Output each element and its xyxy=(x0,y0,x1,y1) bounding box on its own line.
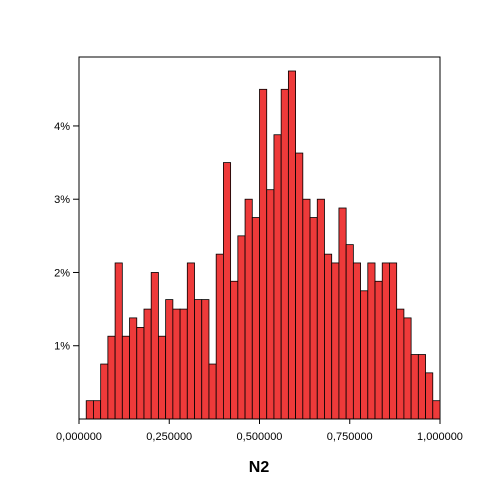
histogram-bar xyxy=(396,308,405,420)
histogram-bar xyxy=(309,217,318,420)
x-tick-label: 0,500000 xyxy=(237,431,283,443)
histogram-bar xyxy=(338,207,347,420)
histogram-bar xyxy=(432,400,441,420)
histogram-bar xyxy=(194,299,203,420)
histogram-bar xyxy=(381,262,390,420)
histogram-bar xyxy=(172,308,181,420)
y-tick-label: 2% xyxy=(54,267,70,279)
histogram-bar xyxy=(244,198,253,420)
y-tick-label: 4% xyxy=(54,121,70,133)
histogram-bar xyxy=(215,253,224,420)
histogram-bar xyxy=(85,400,94,420)
histogram-bars xyxy=(85,70,441,420)
histogram-bar xyxy=(201,299,210,420)
histogram-bar xyxy=(374,280,383,420)
histogram-bar xyxy=(331,262,340,420)
x-tick-label: 0,000000 xyxy=(56,431,102,443)
histogram-bar xyxy=(287,70,297,420)
histogram-bar xyxy=(280,88,289,420)
histogram-bar xyxy=(324,253,333,420)
histogram-bar xyxy=(403,317,412,420)
histogram-bar xyxy=(93,400,102,420)
histogram-bar xyxy=(121,335,130,420)
histogram-bar xyxy=(143,308,152,420)
histogram-bar xyxy=(367,262,376,420)
histogram-bar xyxy=(360,290,369,420)
y-tick-label: 1% xyxy=(54,341,70,353)
histogram-bar xyxy=(129,317,138,420)
histogram-bar xyxy=(410,354,419,420)
histogram-bar xyxy=(114,262,123,420)
histogram-bar xyxy=(295,152,304,420)
x-tick-label: 0,750000 xyxy=(327,431,373,443)
y-tick-label: 3% xyxy=(54,194,70,206)
histogram-bar xyxy=(136,327,145,420)
histogram-bar xyxy=(417,354,426,420)
histogram-bar xyxy=(158,335,167,420)
x-tick-label: 1,000000 xyxy=(417,431,463,443)
histogram-bar xyxy=(222,162,232,420)
x-axis-title: N2 xyxy=(249,459,270,476)
histogram-bar xyxy=(345,244,354,420)
histogram-bar xyxy=(389,262,398,420)
histogram-bar xyxy=(237,235,246,420)
histogram-bar xyxy=(273,134,282,420)
histogram-bar xyxy=(316,198,325,420)
x-tick-label: 0,250000 xyxy=(146,431,192,443)
histogram-bar xyxy=(230,280,239,420)
histogram-bar xyxy=(186,262,195,420)
histogram-bar xyxy=(259,88,268,420)
histogram-bar xyxy=(425,372,434,420)
y-axis: 1% 2% 3% 4% xyxy=(54,121,79,353)
histogram-bar xyxy=(107,335,116,420)
histogram-bar xyxy=(150,272,159,420)
histogram-bar xyxy=(165,299,174,420)
histogram-bar xyxy=(179,308,188,420)
histogram-bar xyxy=(266,189,275,420)
histogram-bar xyxy=(352,262,361,420)
x-axis: 0,000000 0,250000 0,500000 0,750000 1,000000 xyxy=(56,418,463,443)
histogram-bar xyxy=(208,363,217,420)
histogram-bar xyxy=(302,198,311,420)
histogram-bar xyxy=(251,217,260,420)
histogram-bar xyxy=(100,363,109,420)
